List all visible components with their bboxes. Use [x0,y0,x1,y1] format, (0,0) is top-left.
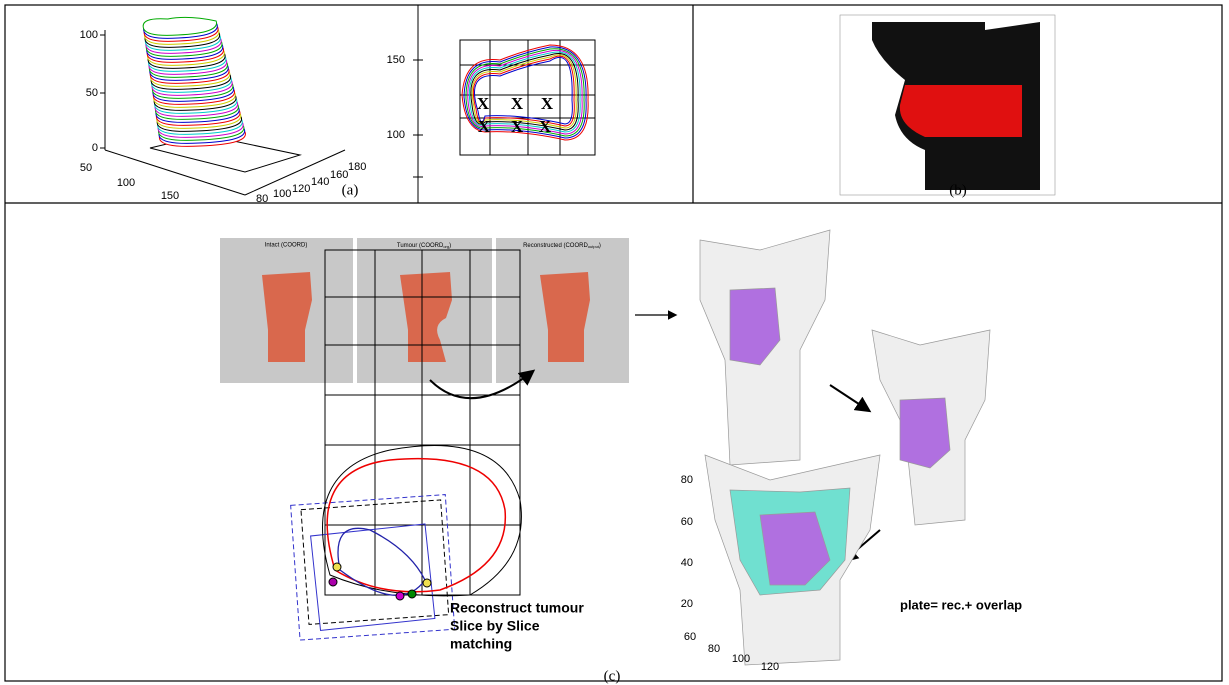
y-tick-label: 100 [273,188,291,200]
y-tick-label: 180 [348,161,366,173]
y-tick-label: 100 [387,129,405,141]
caption-line: matching [450,636,512,652]
title-end: ) [599,243,601,249]
z-tick-label: 20 [681,598,693,610]
x-mark: X [539,117,552,136]
x-tick-label: 80 [708,643,720,655]
thumbnail-title: Tumour (COORDorg) [397,243,451,249]
x-marks: X X X X X X [477,94,554,136]
caption-line: Slice by Slice [450,618,540,634]
x-tick-label: 150 [161,190,179,202]
panel-label: (b) [949,182,967,198]
figure: 100 50 0 50 100 150 180 160 140 120 100 … [0,0,1229,685]
title-end: ) [449,243,451,249]
y-tick-label: 150 [387,54,405,66]
y-tick-label: 140 [311,176,329,188]
x-mark: X [477,94,490,113]
panel-label: (a) [342,182,359,198]
x-mark: X [541,94,554,113]
z-tick-label: 0 [92,142,98,154]
x-mark: X [511,94,524,113]
thumbnail-title: Intact (COORD) [265,243,308,249]
thumbnail-title: Reconstructed (COORDoutput) [523,243,601,249]
z-tick-label: 60 [681,516,693,528]
title-main: Reconstructed (COORD [523,243,588,249]
slice-plot [413,5,595,203]
y-tick-label: 80 [256,193,268,205]
y-tick-label: 120 [292,183,310,195]
x-tick-label: 100 [117,177,135,189]
caption-line: Reconstruct tumour [450,600,584,616]
page: 100 50 0 50 100 150 180 160 140 120 100 … [0,0,1229,685]
panel-label: (c) [604,668,621,684]
x-tick-label: 120 [761,661,779,673]
thumbnails [220,238,629,383]
x-tick-label: 60 [684,631,696,643]
x-mark: X [478,117,491,136]
z-tick-label: 40 [681,557,693,569]
x-mark: X [511,117,524,136]
x-tick-label: 100 [732,653,750,665]
title-main: Tumour (COORD [397,243,444,249]
stack-plot [100,17,345,195]
z-tick-label: 80 [681,474,693,486]
plate-label: plate= rec.+ overlap [900,597,1022,612]
z-tick-label: 50 [86,87,98,99]
y-tick-label: 160 [330,169,348,181]
bone-scan [840,15,1055,195]
x-tick-label: 50 [80,162,92,174]
z-tick-label: 100 [80,29,98,41]
